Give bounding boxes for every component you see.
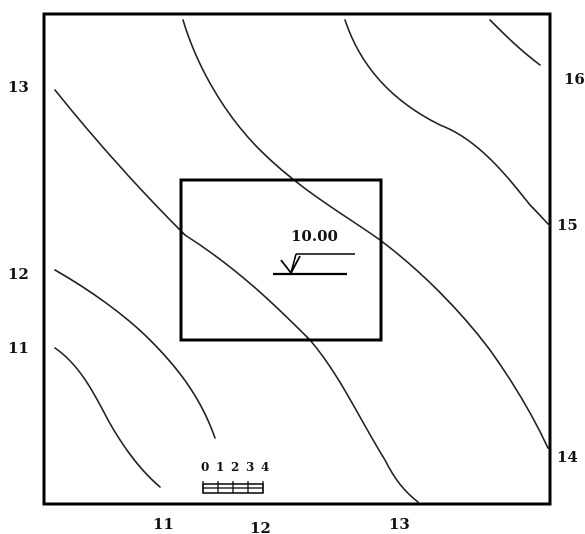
contour-label-bottom: 12 <box>250 519 271 534</box>
contour-label-right: 15 <box>557 216 578 234</box>
contour-line <box>54 269 216 439</box>
contour-label-left: 11 <box>8 339 29 357</box>
contour-label-right: 16 <box>564 70 585 88</box>
elevation-arrow-icon <box>280 255 301 275</box>
scale-tick-label: 0 <box>201 460 209 474</box>
scale-bar: 0 1 2 3 4 <box>201 460 269 494</box>
scale-tick-label: 2 <box>231 460 239 474</box>
contour-label-left: 13 <box>8 78 29 96</box>
map-frame <box>42 12 552 506</box>
scale-tick-label: 3 <box>246 460 254 474</box>
contour-line <box>489 19 541 66</box>
contour-line <box>344 19 551 227</box>
contour-line <box>54 89 419 503</box>
scale-tick-label: 1 <box>216 460 224 474</box>
elevation-marker: 10.00 <box>273 227 355 276</box>
contour-line <box>182 19 549 449</box>
contour-line <box>54 347 161 488</box>
contour-label-bottom: 13 <box>389 515 410 533</box>
elevation-arrow-stem <box>290 253 297 274</box>
building-outline <box>179 178 383 342</box>
elevation-value: 10.00 <box>291 227 338 245</box>
contour-label-left: 12 <box>8 265 29 283</box>
contour-label-right: 14 <box>557 448 578 466</box>
contour-label-bottom: 11 <box>153 515 174 533</box>
contour-lines <box>54 19 551 503</box>
scale-tick-label: 4 <box>261 460 269 474</box>
